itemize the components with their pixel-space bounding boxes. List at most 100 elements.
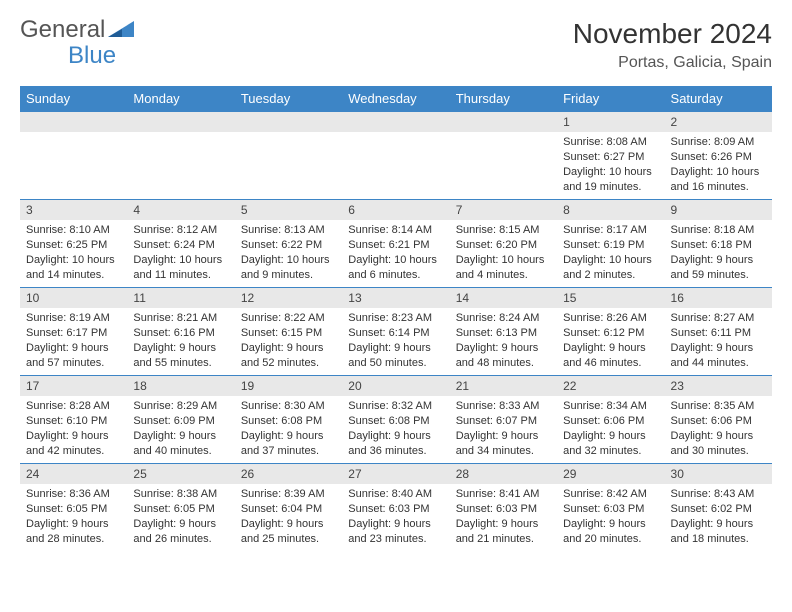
calendar-day: 9Sunrise: 8:18 AMSunset: 6:18 PMDaylight… — [665, 200, 772, 288]
day-header: Thursday — [450, 86, 557, 112]
sunset-line: Sunset: 6:06 PM — [671, 414, 766, 429]
sunset-line: Sunset: 6:03 PM — [456, 502, 551, 517]
day-body: Sunrise: 8:27 AMSunset: 6:11 PMDaylight:… — [665, 308, 772, 374]
month-title: November 2024 — [573, 18, 772, 50]
daylight-line: Daylight: 10 hours and 11 minutes. — [133, 253, 228, 283]
day-body: Sunrise: 8:22 AMSunset: 6:15 PMDaylight:… — [235, 308, 342, 374]
daylight-line: Daylight: 9 hours and 52 minutes. — [241, 341, 336, 371]
day-body: Sunrise: 8:17 AMSunset: 6:19 PMDaylight:… — [557, 220, 664, 286]
day-body: Sunrise: 8:38 AMSunset: 6:05 PMDaylight:… — [127, 484, 234, 550]
calendar-day: 1Sunrise: 8:08 AMSunset: 6:27 PMDaylight… — [557, 112, 664, 200]
calendar-table: SundayMondayTuesdayWednesdayThursdayFrid… — [20, 86, 772, 552]
day-number: 8 — [557, 200, 664, 220]
sunset-line: Sunset: 6:05 PM — [26, 502, 121, 517]
day-header: Sunday — [20, 86, 127, 112]
sunset-line: Sunset: 6:19 PM — [563, 238, 658, 253]
calendar-day: 16Sunrise: 8:27 AMSunset: 6:11 PMDayligh… — [665, 288, 772, 376]
sunrise-line: Sunrise: 8:26 AM — [563, 311, 658, 326]
calendar-day: 2Sunrise: 8:09 AMSunset: 6:26 PMDaylight… — [665, 112, 772, 200]
logo: General Blue — [20, 18, 136, 68]
daylight-line: Daylight: 9 hours and 59 minutes. — [671, 253, 766, 283]
calendar-day: 22Sunrise: 8:34 AMSunset: 6:06 PMDayligh… — [557, 376, 664, 464]
sunrise-line: Sunrise: 8:19 AM — [26, 311, 121, 326]
daylight-line: Daylight: 10 hours and 16 minutes. — [671, 165, 766, 195]
calendar-day: 19Sunrise: 8:30 AMSunset: 6:08 PMDayligh… — [235, 376, 342, 464]
daylight-line: Daylight: 9 hours and 40 minutes. — [133, 429, 228, 459]
sunrise-line: Sunrise: 8:29 AM — [133, 399, 228, 414]
day-body: Sunrise: 8:21 AMSunset: 6:16 PMDaylight:… — [127, 308, 234, 374]
day-body: Sunrise: 8:23 AMSunset: 6:14 PMDaylight:… — [342, 308, 449, 374]
sunset-line: Sunset: 6:08 PM — [348, 414, 443, 429]
calendar-week: 3Sunrise: 8:10 AMSunset: 6:25 PMDaylight… — [20, 200, 772, 288]
day-number: 19 — [235, 376, 342, 396]
day-body: Sunrise: 8:43 AMSunset: 6:02 PMDaylight:… — [665, 484, 772, 550]
day-header: Saturday — [665, 86, 772, 112]
day-number: 15 — [557, 288, 664, 308]
sunrise-line: Sunrise: 8:28 AM — [26, 399, 121, 414]
logo-text-1: General — [20, 16, 105, 43]
calendar-week: 24Sunrise: 8:36 AMSunset: 6:05 PMDayligh… — [20, 464, 772, 552]
day-number: 24 — [20, 464, 127, 484]
day-header: Monday — [127, 86, 234, 112]
calendar-day: 6Sunrise: 8:14 AMSunset: 6:21 PMDaylight… — [342, 200, 449, 288]
daylight-line: Daylight: 9 hours and 20 minutes. — [563, 517, 658, 547]
day-header: Tuesday — [235, 86, 342, 112]
day-number: 11 — [127, 288, 234, 308]
day-number-empty — [127, 112, 234, 132]
sunrise-line: Sunrise: 8:39 AM — [241, 487, 336, 502]
day-number-empty — [235, 112, 342, 132]
sunrise-line: Sunrise: 8:12 AM — [133, 223, 228, 238]
day-body: Sunrise: 8:42 AMSunset: 6:03 PMDaylight:… — [557, 484, 664, 550]
sunset-line: Sunset: 6:03 PM — [563, 502, 658, 517]
title-block: November 2024 Portas, Galicia, Spain — [573, 18, 772, 72]
day-body: Sunrise: 8:35 AMSunset: 6:06 PMDaylight:… — [665, 396, 772, 462]
day-number: 1 — [557, 112, 664, 132]
sunset-line: Sunset: 6:16 PM — [133, 326, 228, 341]
day-number: 17 — [20, 376, 127, 396]
sunrise-line: Sunrise: 8:10 AM — [26, 223, 121, 238]
daylight-line: Daylight: 9 hours and 55 minutes. — [133, 341, 228, 371]
daylight-line: Daylight: 9 hours and 48 minutes. — [456, 341, 551, 371]
sunrise-line: Sunrise: 8:33 AM — [456, 399, 551, 414]
calendar-day: 27Sunrise: 8:40 AMSunset: 6:03 PMDayligh… — [342, 464, 449, 552]
day-number: 14 — [450, 288, 557, 308]
sunrise-line: Sunrise: 8:22 AM — [241, 311, 336, 326]
daylight-line: Daylight: 9 hours and 26 minutes. — [133, 517, 228, 547]
day-body: Sunrise: 8:10 AMSunset: 6:25 PMDaylight:… — [20, 220, 127, 286]
daylight-line: Daylight: 9 hours and 36 minutes. — [348, 429, 443, 459]
calendar-week: 10Sunrise: 8:19 AMSunset: 6:17 PMDayligh… — [20, 288, 772, 376]
day-body: Sunrise: 8:29 AMSunset: 6:09 PMDaylight:… — [127, 396, 234, 462]
calendar-empty — [127, 112, 234, 200]
sunset-line: Sunset: 6:11 PM — [671, 326, 766, 341]
sunset-line: Sunset: 6:04 PM — [241, 502, 336, 517]
daylight-line: Daylight: 9 hours and 18 minutes. — [671, 517, 766, 547]
sunrise-line: Sunrise: 8:42 AM — [563, 487, 658, 502]
day-number: 29 — [557, 464, 664, 484]
sunset-line: Sunset: 6:20 PM — [456, 238, 551, 253]
sunset-line: Sunset: 6:08 PM — [241, 414, 336, 429]
daylight-line: Daylight: 9 hours and 28 minutes. — [26, 517, 121, 547]
day-number-empty — [450, 112, 557, 132]
calendar-empty — [342, 112, 449, 200]
day-number: 26 — [235, 464, 342, 484]
day-number: 16 — [665, 288, 772, 308]
day-number: 22 — [557, 376, 664, 396]
day-number-empty — [20, 112, 127, 132]
daylight-line: Daylight: 9 hours and 32 minutes. — [563, 429, 658, 459]
sunset-line: Sunset: 6:05 PM — [133, 502, 228, 517]
sunset-line: Sunset: 6:13 PM — [456, 326, 551, 341]
day-number: 20 — [342, 376, 449, 396]
calendar-day: 23Sunrise: 8:35 AMSunset: 6:06 PMDayligh… — [665, 376, 772, 464]
calendar-day: 15Sunrise: 8:26 AMSunset: 6:12 PMDayligh… — [557, 288, 664, 376]
day-number: 10 — [20, 288, 127, 308]
calendar-day: 18Sunrise: 8:29 AMSunset: 6:09 PMDayligh… — [127, 376, 234, 464]
daylight-line: Daylight: 9 hours and 42 minutes. — [26, 429, 121, 459]
sunrise-line: Sunrise: 8:21 AM — [133, 311, 228, 326]
calendar-day: 12Sunrise: 8:22 AMSunset: 6:15 PMDayligh… — [235, 288, 342, 376]
sunset-line: Sunset: 6:27 PM — [563, 150, 658, 165]
day-body: Sunrise: 8:40 AMSunset: 6:03 PMDaylight:… — [342, 484, 449, 550]
sunset-line: Sunset: 6:07 PM — [456, 414, 551, 429]
sunrise-line: Sunrise: 8:18 AM — [671, 223, 766, 238]
calendar-day: 17Sunrise: 8:28 AMSunset: 6:10 PMDayligh… — [20, 376, 127, 464]
daylight-line: Daylight: 9 hours and 50 minutes. — [348, 341, 443, 371]
